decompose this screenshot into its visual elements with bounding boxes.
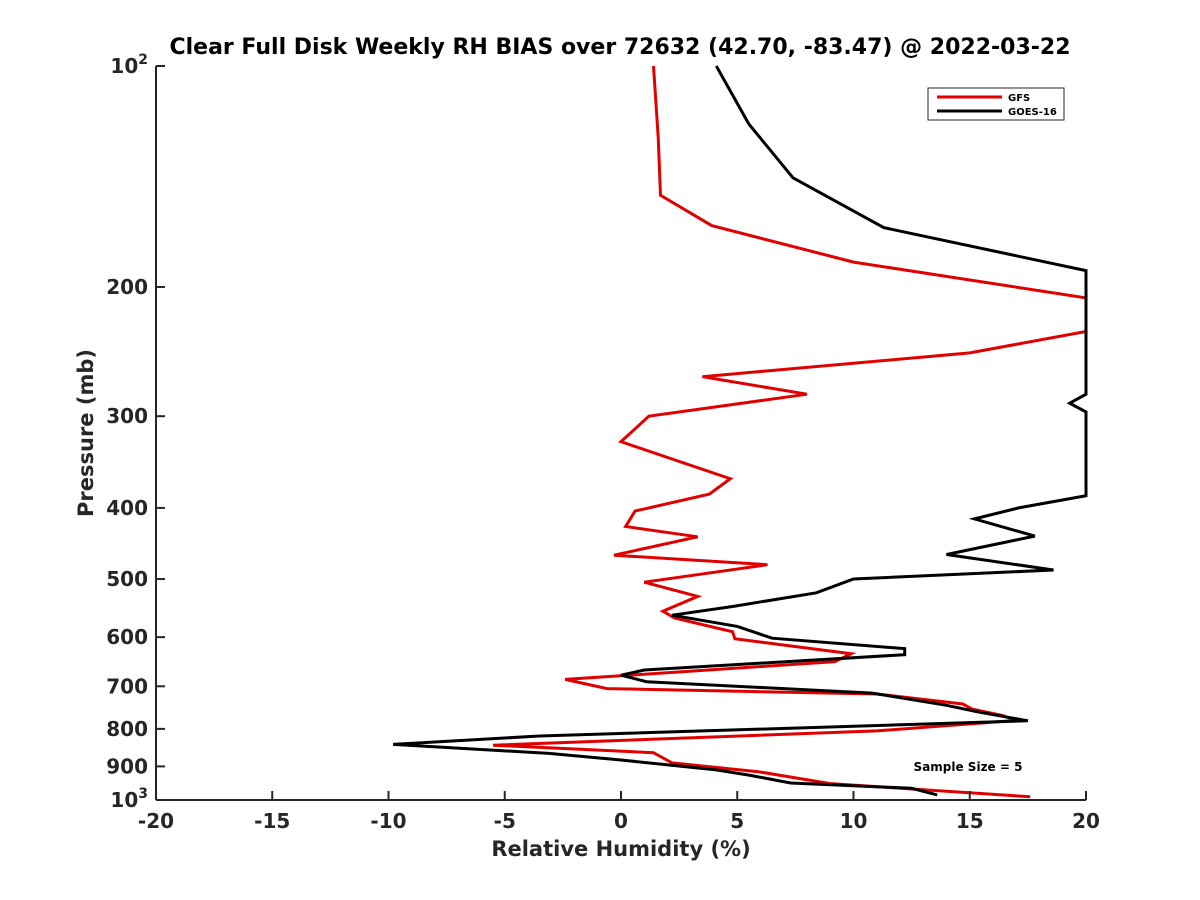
legend-box bbox=[927, 87, 1065, 121]
chart-title: Clear Full Disk Weekly RH BIAS over 7263… bbox=[169, 35, 1070, 60]
series-layer bbox=[393, 65, 1088, 799]
x-tick-label: 15 bbox=[956, 809, 984, 833]
x-axis-label: Relative Humidity (%) bbox=[491, 837, 750, 861]
x-ticks: -20 -15 -10 -5 0 5 10 15 20 bbox=[138, 791, 1100, 833]
y-tick-label: 300 bbox=[106, 404, 148, 428]
x-tick-label: 0 bbox=[614, 809, 628, 833]
sample-size-annotation: Sample Size = 5 bbox=[914, 760, 1023, 774]
x-tick-label: 20 bbox=[1072, 809, 1100, 833]
x-tick-label: -20 bbox=[138, 809, 174, 833]
legend-gfs-label: GFS bbox=[1008, 93, 1030, 104]
y-tick-label: 700 bbox=[106, 674, 148, 698]
y-tick-label: 600 bbox=[106, 625, 148, 649]
x-tick-label: -10 bbox=[370, 809, 406, 833]
y-ticks: 102 200 300 400 500 600 700 800 900 103 bbox=[106, 52, 165, 812]
y-tick-label: 900 bbox=[106, 754, 148, 778]
y-tick-label: 400 bbox=[106, 496, 148, 520]
y-axis-label: Pressure (mb) bbox=[74, 349, 98, 517]
y-tick-label: 200 bbox=[106, 275, 148, 299]
y-tick-label: 800 bbox=[106, 717, 148, 741]
x-tick-label: 5 bbox=[730, 809, 744, 833]
legend-goes16-label: GOES-16 bbox=[1008, 107, 1057, 118]
series-line-goes16 bbox=[393, 65, 1088, 797]
x-tick-label: 10 bbox=[840, 809, 868, 833]
y-tick-label: 102 bbox=[110, 52, 148, 78]
legend: GFS GOES-16 bbox=[927, 87, 1065, 121]
x-tick-label: -5 bbox=[494, 809, 516, 833]
x-tick-label: -15 bbox=[254, 809, 290, 833]
y-tick-label: 103 bbox=[110, 786, 148, 812]
y-tick-label: 500 bbox=[106, 567, 148, 591]
